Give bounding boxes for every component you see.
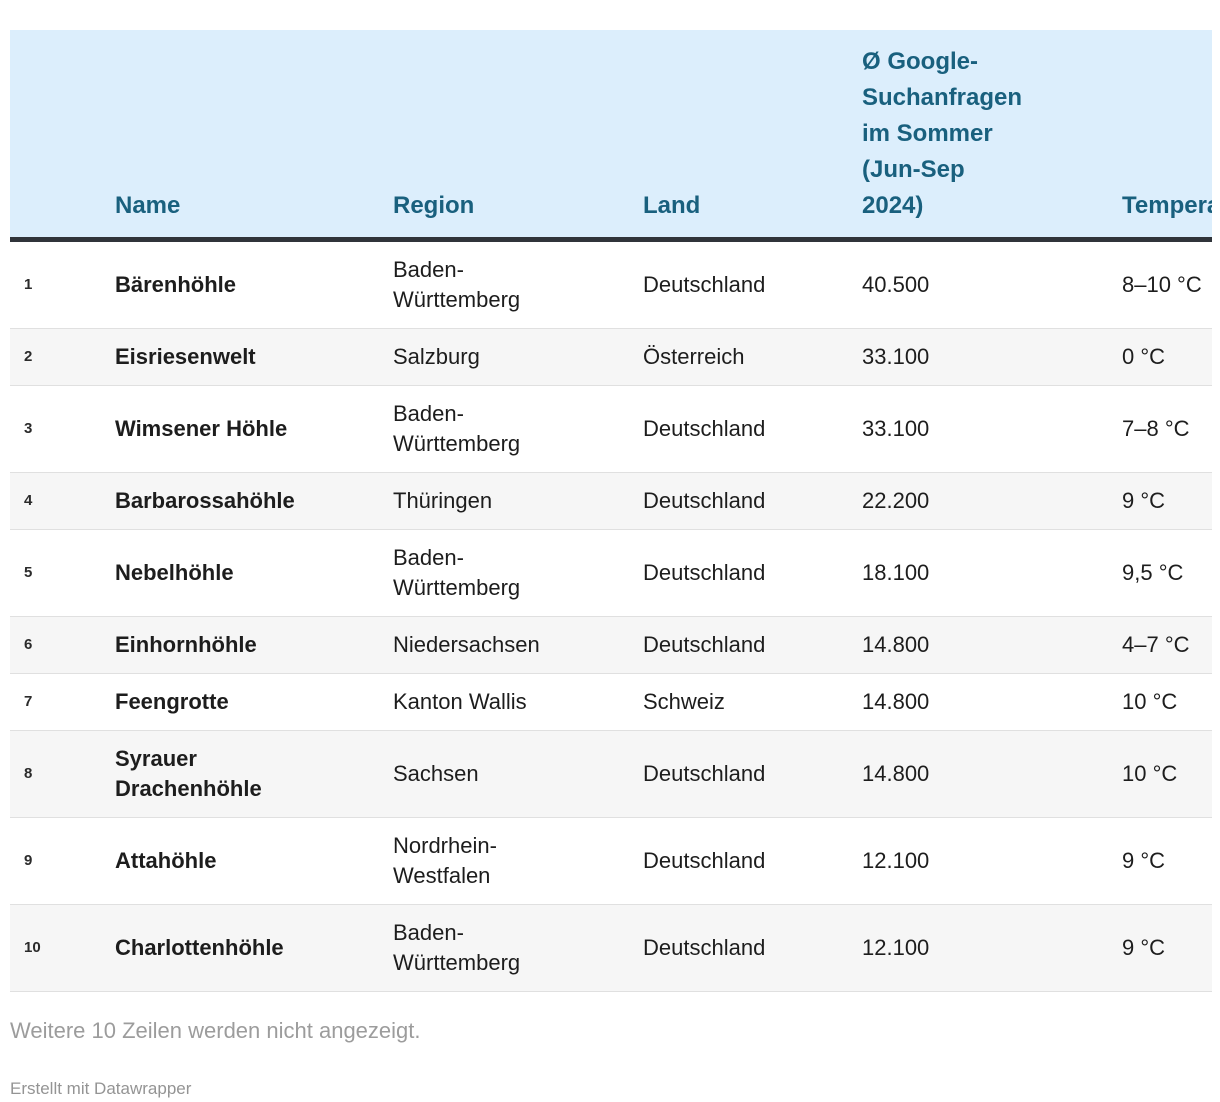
region-cell: Kanton Wallis [393, 673, 643, 731]
name-cell: Attahöhle [115, 817, 393, 905]
temperature-cell: 10 °C [1122, 730, 1212, 818]
rank-cell: 9 [10, 817, 115, 905]
searches-cell: 12.100 [862, 817, 1122, 905]
searches-cell: 14.800 [862, 616, 1122, 674]
column-header-rank [10, 30, 115, 242]
name-cell: Bärenhöhle [115, 272, 237, 297]
land-cell: Österreich [643, 328, 862, 386]
table-row: 6 Einhornhöhle Niedersachsen Deutschland… [10, 616, 1212, 674]
temperature-cell: 9,5 °C [1122, 529, 1212, 617]
column-header-searches: Ø Google-Suchanfragen im Sommer (Jun-Sep… [862, 30, 1122, 242]
searches-cell: 12.100 [862, 904, 1122, 992]
land-cell: Deutschland [643, 472, 862, 530]
temperature-cell: 9 °C [1122, 817, 1212, 905]
land-cell: Deutschland [643, 904, 862, 992]
region-cell: Baden-Württemberg [393, 257, 521, 312]
table-header: Name Region Land Ø Google-Suchanfragen i… [10, 30, 1212, 242]
column-header-land: Land [643, 30, 862, 242]
temperature-cell: 8–10 °C [1122, 272, 1202, 297]
name-cell: Barbarossahöhle [115, 472, 393, 530]
land-cell: Schweiz [643, 673, 862, 731]
name-cell: Feengrotte [115, 673, 393, 731]
searches-cell: 14.800 [862, 673, 1122, 731]
name-cell: Nebelhöhle [115, 529, 393, 617]
region-cell: Baden-Württemberg [393, 904, 643, 992]
land-cell: Deutschland [643, 272, 766, 297]
land-cell: Deutschland [643, 616, 862, 674]
data-table: Name Region Land Ø Google-Suchanfragen i… [10, 30, 1212, 992]
temperature-cell: 0 °C [1122, 328, 1212, 386]
temperature-cell: 9 °C [1122, 472, 1212, 530]
table-row: 9 Attahöhle Nordrhein-Westfalen Deutschl… [10, 817, 1212, 905]
name-cell: Charlottenhöhle [115, 904, 393, 992]
table-viewport: Name Region Land Ø Google-Suchanfragen i… [10, 30, 1212, 992]
truncation-note: Weitere 10 Zeilen werden nicht angezeigt… [10, 1018, 421, 1043]
table-row: 7 Feengrotte Kanton Wallis Schweiz 14.80… [10, 673, 1212, 731]
temperature-cell: 9 °C [1122, 904, 1212, 992]
temperature-cell: 4–7 °C [1122, 616, 1212, 674]
searches-cell: 33.100 [862, 328, 1122, 386]
table-row: 3 Wimsener Höhle Baden-Württemberg Deuts… [10, 385, 1212, 473]
datawrapper-attribution[interactable]: Erstellt mit Datawrapper [10, 1079, 192, 1098]
name-cell: Eisriesenwelt [115, 328, 393, 386]
table-row: 2 Eisriesenwelt Salzburg Österreich 33.1… [10, 328, 1212, 386]
rank-cell: 8 [10, 730, 115, 818]
region-cell: Nordrhein-Westfalen [393, 817, 643, 905]
name-cell: Wimsener Höhle [115, 385, 393, 473]
table-row: 8 Syrauer Drachenhöhle Sachsen Deutschla… [10, 730, 1212, 818]
rank-cell: 1 [24, 276, 33, 293]
region-cell: Niedersachsen [393, 616, 643, 674]
temperature-cell: 10 °C [1122, 673, 1212, 731]
searches-cell: 22.200 [862, 472, 1122, 530]
region-cell: Sachsen [393, 730, 643, 818]
name-cell: Syrauer Drachenhöhle [115, 730, 393, 818]
rank-cell: 10 [10, 904, 115, 992]
region-cell: Baden-Württemberg [393, 529, 643, 617]
land-cell: Deutschland [643, 529, 862, 617]
temperature-cell: 7–8 °C [1122, 385, 1212, 473]
rank-cell: 7 [10, 673, 115, 731]
rank-cell: 6 [10, 616, 115, 674]
table-row: 4 Barbarossahöhle Thüringen Deutschland … [10, 472, 1212, 530]
region-cell: Thüringen [393, 472, 643, 530]
rank-cell: 2 [10, 328, 115, 386]
rank-cell: 4 [10, 472, 115, 530]
land-cell: Deutschland [643, 385, 862, 473]
table-row: 10 Charlottenhöhle Baden-Württemberg Deu… [10, 904, 1212, 992]
column-header-region: Region [393, 30, 643, 242]
rank-cell: 3 [10, 385, 115, 473]
table-row: 1 Bärenhöhle Baden-Württemberg Deutschla… [10, 240, 1212, 329]
region-cell: Baden-Württemberg [393, 385, 643, 473]
name-cell: Einhornhöhle [115, 616, 393, 674]
searches-cell: 33.100 [862, 385, 1122, 473]
land-cell: Deutschland [643, 730, 862, 818]
searches-cell: 40.500 [862, 272, 930, 297]
table-row: 5 Nebelhöhle Baden-Württemberg Deutschla… [10, 529, 1212, 617]
table-body: 1 Bärenhöhle Baden-Württemberg Deutschla… [10, 240, 1212, 992]
column-header-name: Name [115, 30, 393, 242]
land-cell: Deutschland [643, 817, 862, 905]
rank-cell: 5 [10, 529, 115, 617]
searches-cell: 18.100 [862, 529, 1122, 617]
header-row: Name Region Land Ø Google-Suchanfragen i… [10, 30, 1212, 242]
searches-cell: 14.800 [862, 730, 1122, 818]
region-cell: Salzburg [393, 328, 643, 386]
column-header-temperature: Temperatur [1122, 30, 1212, 242]
